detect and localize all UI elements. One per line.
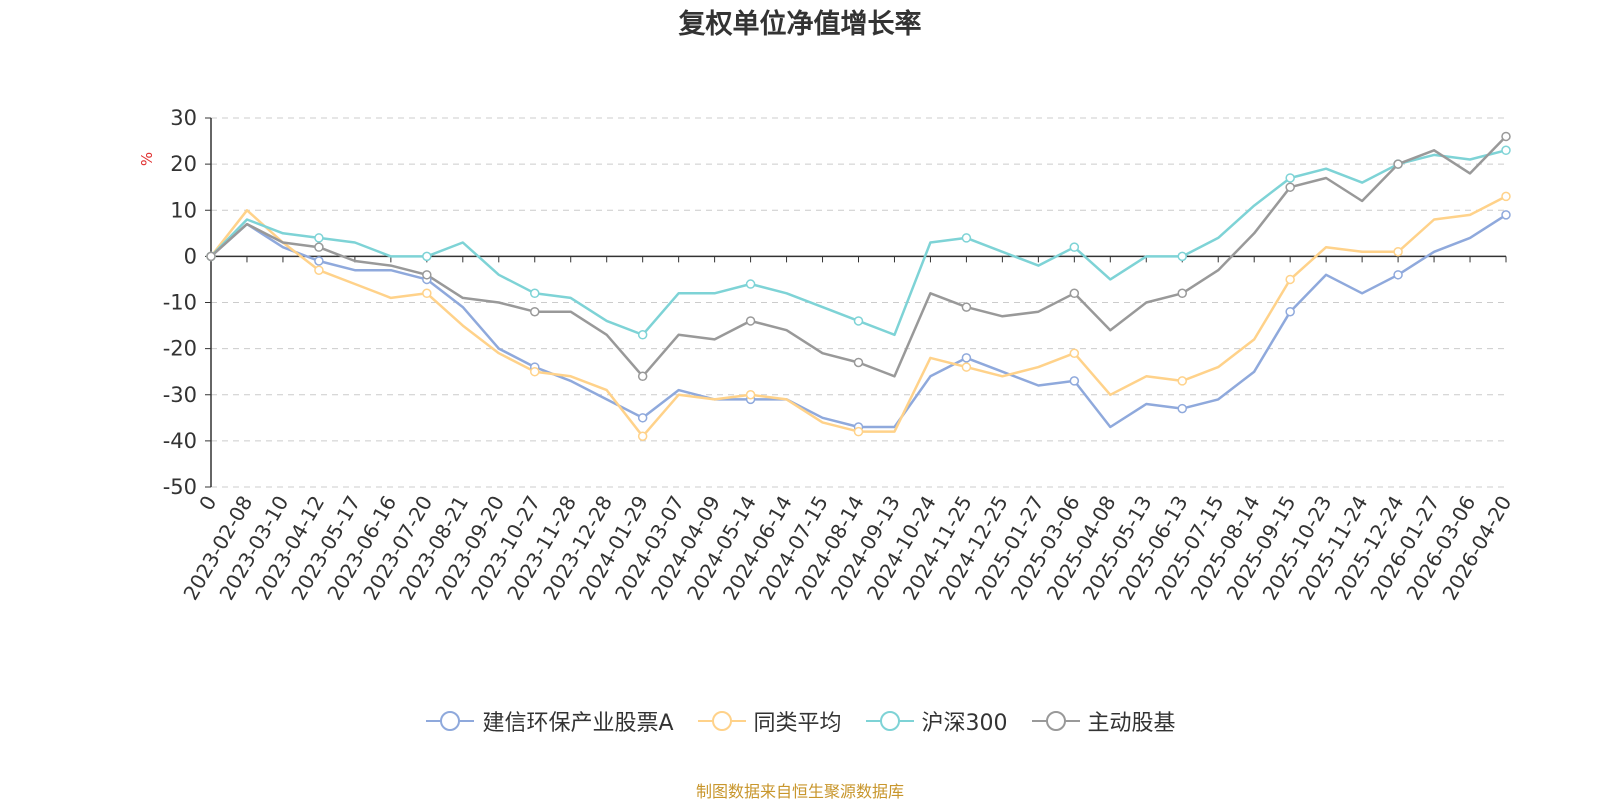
data-point xyxy=(1177,251,1187,262)
data-point xyxy=(1069,288,1080,299)
y-tick-label: -40 xyxy=(163,429,197,453)
data-point xyxy=(637,371,648,382)
legend-item-2[interactable]: 沪深300 xyxy=(864,705,1008,737)
chart-title: 复权单位净值增长率 xyxy=(678,9,922,40)
legend: 建信环保产业股票A 同类平均 沪深300 主动股基 xyxy=(0,705,1600,737)
data-point xyxy=(422,251,432,262)
legend-label: 沪深300 xyxy=(921,711,1008,736)
legend-label: 主动股基 xyxy=(1087,711,1176,736)
data-point xyxy=(422,270,432,280)
data-point xyxy=(1393,270,1403,280)
data-point xyxy=(637,330,648,340)
y-tick-label: -10 xyxy=(163,291,197,315)
data-point xyxy=(1285,182,1295,192)
data-point xyxy=(961,362,972,372)
data-point xyxy=(1393,159,1403,169)
data-point xyxy=(637,413,648,423)
legend-line-circle-icon xyxy=(1031,711,1080,731)
data-point xyxy=(853,357,864,368)
data-point xyxy=(530,366,540,377)
y-tick-label: 0 xyxy=(184,244,197,268)
data-point xyxy=(530,288,540,299)
data-point xyxy=(961,233,972,243)
y-tick-label: 10 xyxy=(170,198,197,222)
data-point xyxy=(853,316,864,326)
data-point xyxy=(745,390,756,400)
data-point xyxy=(1285,274,1295,285)
y-tick-label: 20 xyxy=(170,152,197,176)
data-point xyxy=(1501,131,1511,142)
data-point xyxy=(961,353,972,363)
data-point xyxy=(314,233,324,243)
data-point xyxy=(853,426,864,437)
legend-line-circle-icon xyxy=(697,711,746,731)
legend-label: 同类平均 xyxy=(753,711,842,736)
data-point xyxy=(1285,173,1295,183)
data-point xyxy=(1177,403,1187,414)
data-point xyxy=(1501,145,1511,156)
data-point xyxy=(314,256,324,266)
y-tick-label: -50 xyxy=(163,475,197,499)
legend-item-1[interactable]: 同类平均 xyxy=(696,705,842,737)
legend-label: 建信环保产业股票A xyxy=(482,711,674,736)
data-point xyxy=(1069,348,1080,358)
legend-item-0[interactable]: 建信环保产业股票A xyxy=(424,705,674,737)
x-tick-label: 0 xyxy=(194,492,221,515)
data-point xyxy=(1069,242,1080,252)
data-point xyxy=(1285,306,1295,317)
data-point xyxy=(314,242,324,252)
data-point xyxy=(1177,288,1187,299)
series-line-2 xyxy=(210,149,1507,337)
line-chart: -50-40-30-20-10010203002023-02-082023-03… xyxy=(163,106,1517,604)
data-point xyxy=(314,265,324,275)
data-point xyxy=(745,279,756,289)
data-point xyxy=(745,316,756,326)
data-point xyxy=(1501,191,1511,202)
data-point xyxy=(961,302,972,312)
data-point xyxy=(530,306,540,317)
data-point xyxy=(422,288,432,299)
data-point xyxy=(206,251,216,262)
data-point xyxy=(1393,247,1403,257)
y-tick-label: 30 xyxy=(170,106,197,130)
data-point xyxy=(1177,376,1187,386)
data-source-note: 制图数据来自恒生聚源数据库 xyxy=(695,782,904,801)
y-tick-label: -30 xyxy=(163,383,197,407)
legend-line-circle-icon xyxy=(426,711,475,731)
data-point xyxy=(1069,376,1080,386)
legend-item-3[interactable]: 主动股基 xyxy=(1030,705,1176,737)
data-point xyxy=(1501,210,1511,220)
legend-line-circle-icon xyxy=(865,711,914,731)
data-point xyxy=(637,431,648,442)
y-tick-label: -20 xyxy=(163,337,197,361)
